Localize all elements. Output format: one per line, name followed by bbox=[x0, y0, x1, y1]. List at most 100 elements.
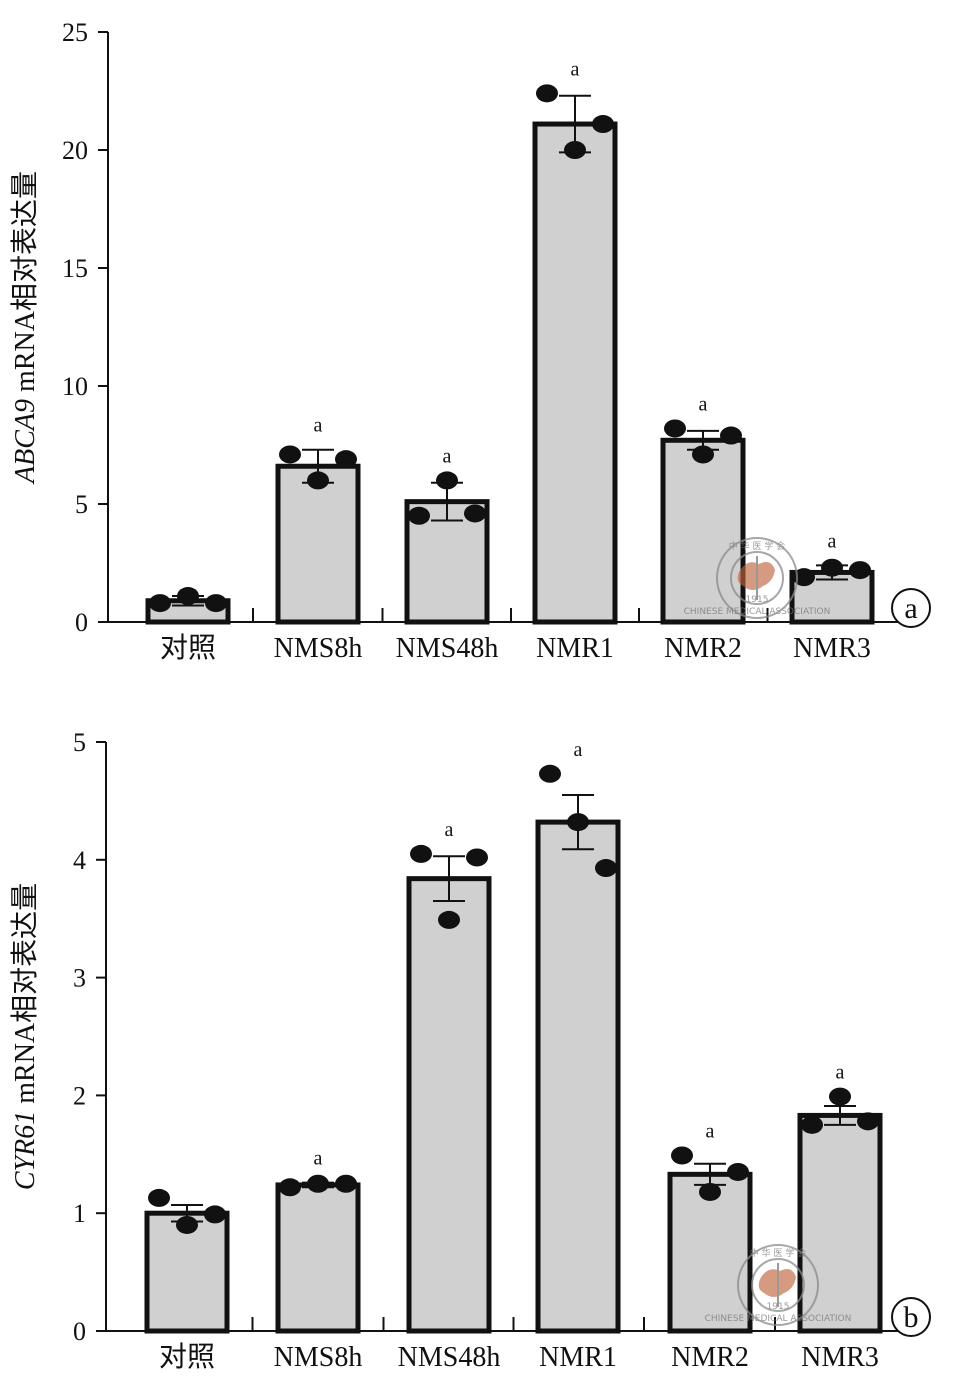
data-point bbox=[279, 445, 301, 464]
data-point bbox=[466, 848, 488, 867]
category-label: 对照 bbox=[159, 1341, 215, 1373]
y-axis-label: ABCA9 mRNA相对表达量 bbox=[9, 171, 41, 485]
data-point bbox=[692, 445, 714, 464]
significance-label: a bbox=[571, 58, 580, 80]
stamp-inner-ring bbox=[751, 1258, 805, 1312]
data-point bbox=[436, 471, 458, 490]
stamp-year: 1915 bbox=[767, 1302, 790, 1312]
y-tick-label: 3 bbox=[73, 964, 86, 993]
category-label: NMS48h bbox=[398, 1342, 501, 1373]
data-point bbox=[410, 844, 432, 863]
significance-label: a bbox=[836, 1062, 845, 1084]
data-point bbox=[148, 1188, 170, 1207]
category-label: NMR3 bbox=[801, 1342, 879, 1373]
stamp-inner-ring bbox=[730, 551, 784, 605]
y-axis-label-text: mRNA相对表达量 bbox=[9, 883, 41, 1111]
y-tick-label: 25 bbox=[62, 18, 88, 47]
category-label: NMR1 bbox=[536, 633, 614, 664]
panel-letter: a bbox=[904, 592, 917, 625]
data-point bbox=[595, 859, 617, 878]
stamp-outer-ring bbox=[737, 1244, 819, 1326]
stamp-text-top: 中 华 医 学 会 bbox=[750, 1247, 806, 1259]
significance-label: a bbox=[443, 445, 452, 467]
data-point bbox=[536, 84, 558, 103]
category-label: NMR2 bbox=[671, 1342, 749, 1373]
panel-letter-circle bbox=[891, 1297, 931, 1337]
data-point bbox=[801, 1115, 823, 1134]
data-point bbox=[204, 1205, 226, 1224]
significance-label: a bbox=[445, 819, 454, 841]
data-point bbox=[671, 1146, 693, 1165]
category-label: 对照 bbox=[160, 632, 216, 664]
data-point bbox=[307, 471, 329, 490]
y-tick-label: 2 bbox=[73, 1081, 86, 1110]
data-point bbox=[829, 1087, 851, 1106]
y-tick-label: 10 bbox=[62, 372, 88, 401]
category-label: NMR2 bbox=[664, 633, 742, 664]
y-tick-label: 20 bbox=[62, 136, 88, 165]
data-point bbox=[205, 594, 227, 613]
data-point bbox=[335, 1174, 357, 1193]
stamp-text-bottom: CHINESE MEDICAL ASSOCIATION bbox=[684, 607, 831, 617]
significance-label: a bbox=[314, 1148, 323, 1170]
y-axis-label-text: mRNA相对表达量 bbox=[9, 171, 41, 399]
data-point bbox=[664, 419, 686, 438]
data-point bbox=[849, 561, 871, 580]
data-point bbox=[149, 594, 171, 613]
bar bbox=[406, 876, 492, 1334]
stamp-text-top: 中 华 医 学 会 bbox=[729, 540, 785, 552]
y-tick-label: 15 bbox=[62, 254, 88, 283]
y-tick-label: 4 bbox=[73, 846, 86, 875]
data-point bbox=[307, 1174, 329, 1193]
watermark-stamp: 中 华 医 学 会 CHINESE MEDICAL ASSOCIATION 1915 bbox=[705, 1244, 852, 1326]
data-point bbox=[564, 141, 586, 159]
data-point bbox=[567, 813, 589, 832]
category-label: NMS8h bbox=[274, 633, 363, 664]
significance-label: a bbox=[706, 1120, 715, 1142]
bar bbox=[275, 1182, 361, 1334]
data-point bbox=[177, 587, 199, 606]
data-point bbox=[464, 504, 486, 523]
y-axis-label-gene: ABCA9 bbox=[10, 399, 41, 485]
data-point bbox=[592, 115, 614, 134]
data-point bbox=[335, 450, 357, 469]
data-point bbox=[408, 506, 430, 525]
bar bbox=[797, 1112, 883, 1334]
bar bbox=[535, 819, 621, 1334]
data-point bbox=[176, 1215, 198, 1234]
bar bbox=[660, 437, 746, 625]
data-point bbox=[793, 568, 815, 587]
data-point bbox=[699, 1182, 721, 1201]
data-point bbox=[857, 1112, 879, 1131]
y-tick-label: 1 bbox=[73, 1199, 86, 1228]
panel-letter-circle bbox=[891, 588, 931, 628]
significance-label: a bbox=[314, 415, 323, 437]
data-point bbox=[438, 910, 460, 929]
category-label: NMR1 bbox=[539, 1342, 617, 1373]
stamp-text-bottom: CHINESE MEDICAL ASSOCIATION bbox=[705, 1314, 852, 1324]
category-label: NMS48h bbox=[396, 633, 499, 664]
significance-label: a bbox=[828, 530, 837, 552]
bar bbox=[275, 463, 361, 625]
stamp-outer-ring bbox=[716, 537, 798, 619]
data-point bbox=[720, 426, 742, 445]
data-point bbox=[821, 558, 843, 577]
panel-letter: b bbox=[904, 1301, 919, 1334]
watermark-stamp: 中 华 医 学 会 CHINESE MEDICAL ASSOCIATION 1915 bbox=[684, 537, 831, 619]
data-point bbox=[279, 1178, 301, 1197]
y-tick-label: 0 bbox=[73, 1317, 86, 1346]
significance-label: a bbox=[699, 393, 708, 415]
y-axis-label: CYR61 mRNA相对表达量 bbox=[9, 883, 41, 1190]
significance-label: a bbox=[574, 739, 583, 761]
y-axis-label-gene: CYR61 bbox=[10, 1111, 41, 1190]
category-label: NMR3 bbox=[793, 633, 871, 664]
y-tick-label: 0 bbox=[75, 608, 88, 637]
data-point bbox=[539, 764, 561, 783]
y-tick-label: 5 bbox=[75, 490, 88, 519]
category-label: NMS8h bbox=[274, 1342, 363, 1373]
y-tick-label: 5 bbox=[73, 728, 86, 757]
bar bbox=[532, 121, 618, 625]
